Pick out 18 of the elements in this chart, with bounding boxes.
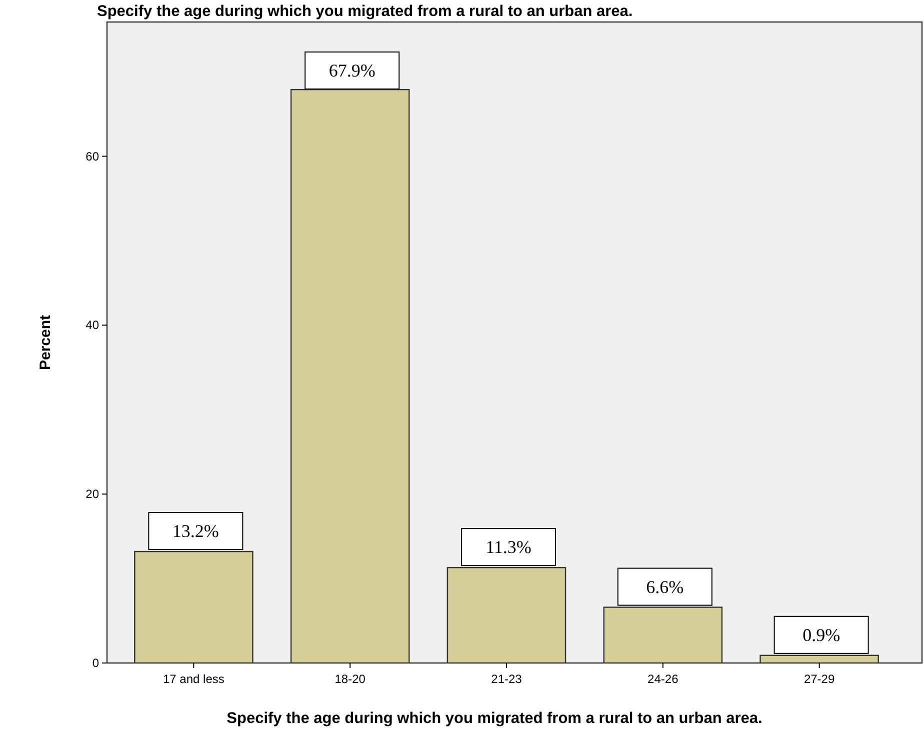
- bar: [760, 654, 879, 664]
- x-tick-label: 27-29: [804, 672, 835, 686]
- data-label: 13.2%: [172, 521, 219, 542]
- x-axis-title: Specify the age during which you migrated from a rural to an urban area.: [226, 710, 762, 727]
- x-tick-label: 17 and less: [162, 672, 224, 686]
- y-axis-title: Percent: [37, 314, 54, 370]
- x-tick-label: 24-26: [648, 672, 679, 686]
- data-label: 6.6%: [646, 576, 684, 597]
- y-tick-label: 60: [86, 149, 100, 164]
- chart-title: Specify the age during which you migrated from a rural to an urban area.: [97, 3, 633, 20]
- x-tick-label: 18-20: [334, 672, 366, 686]
- y-tick-label: 40: [86, 318, 100, 332]
- data-label: 0.9%: [802, 624, 840, 645]
- data-label: 67.9%: [328, 60, 376, 80]
- data-label: 11.3%: [486, 537, 532, 558]
- y-tick-label: 20: [86, 487, 100, 502]
- y-tick-label: 0: [92, 656, 100, 670]
- x-tick-label: 21-23: [491, 672, 522, 686]
